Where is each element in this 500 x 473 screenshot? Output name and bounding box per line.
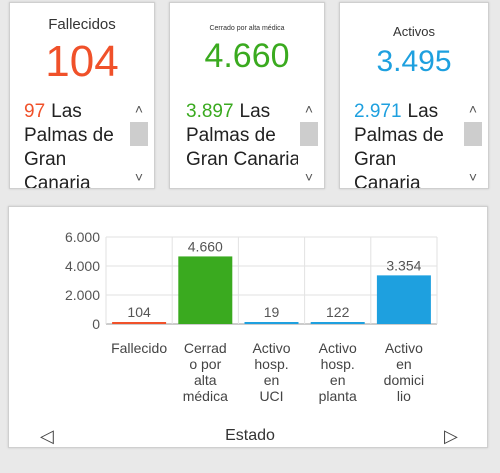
bar-chart: 0 2.000 4.000 6.000 104 Fallecido 4.660 Cerrado… <box>65 229 438 404</box>
chevron-down-icon[interactable]: ˅ <box>134 169 144 185</box>
card-value: 3.495 <box>376 45 452 78</box>
x-tick-label: en <box>264 372 280 388</box>
list-scrollbar[interactable]: ˄ ˅ <box>298 100 320 186</box>
bar[interactable] <box>376 275 431 324</box>
y-tick-label: 6.000 <box>65 229 100 245</box>
x-tick-label: alta <box>194 372 217 388</box>
x-tick-label: médica <box>183 388 228 404</box>
x-tick-label: o por <box>189 356 221 372</box>
x-tick-label: UCI <box>259 388 283 404</box>
chevron-down-icon[interactable]: ˅ <box>468 169 478 185</box>
x-tick-label: Cerrad <box>184 340 227 356</box>
card-value: 4.660 <box>204 37 290 75</box>
x-tick-label: Fallecido <box>111 340 167 356</box>
y-tick-label: 4.000 <box>65 258 100 274</box>
card-list[interactable]: 3.897 Las Palmas de Gran Canaria <box>186 100 304 188</box>
list-count: 3.897 <box>186 101 234 122</box>
card-activos: Activos 3.495 2.971 Las Palmas de Gran Ca… <box>339 2 489 189</box>
card-title: Fallecidos <box>48 16 116 33</box>
x-tick-label: hosp. <box>321 356 355 372</box>
scrollbar-thumb[interactable] <box>464 122 482 146</box>
card-title: Activos <box>393 24 435 39</box>
bar-value-label: 3.354 <box>386 257 421 273</box>
y-tick-label: 2.000 <box>65 287 100 303</box>
bar-value-label: 19 <box>264 304 280 320</box>
chevron-up-icon[interactable]: ˄ <box>134 101 144 117</box>
x-axis-title: Estado <box>225 427 275 444</box>
bar[interactable] <box>244 322 299 324</box>
list-label: Las Palmas de Gran Canaria <box>186 101 301 170</box>
card-title: Cerrado por alta médica <box>209 25 285 32</box>
list-scrollbar[interactable]: ˄ ˅ <box>462 100 484 186</box>
x-tick-label: planta <box>319 388 357 404</box>
x-tick-label: Activo <box>319 340 357 356</box>
scrollbar-thumb[interactable] <box>300 122 318 146</box>
chevron-down-icon[interactable]: ˅ <box>304 169 314 185</box>
card-fallecidos: Fallecidos 104 97 Las Palmas de Gran Cana… <box>9 2 155 189</box>
list-count: 97 <box>24 101 46 122</box>
x-tick-label: domici <box>384 372 424 388</box>
x-tick-label: Activo <box>385 340 423 356</box>
list-label: Las Palmas de Gran Canaria <box>24 101 114 188</box>
scrollbar-thumb[interactable] <box>130 122 148 146</box>
card-cerrado: Cerrado por alta médica 4.660 3.897 Las P… <box>169 2 325 189</box>
bar-value-label: 4.660 <box>188 238 223 254</box>
chevron-up-icon[interactable]: ˄ <box>468 101 478 117</box>
bar-value-label: 122 <box>326 304 350 320</box>
list-count: 2.971 <box>354 101 402 122</box>
triangle-left-icon[interactable]: ◁ <box>40 426 54 446</box>
bar-value-label: 104 <box>127 304 151 320</box>
x-tick-label: Activo <box>252 340 290 356</box>
card-list[interactable]: 97 Las Palmas de Gran Canaria <box>24 100 136 188</box>
bar[interactable] <box>178 256 233 324</box>
x-tick-label: hosp. <box>254 356 288 372</box>
bar[interactable] <box>112 322 167 324</box>
card-value: 104 <box>45 37 119 86</box>
triangle-right-icon[interactable]: ▷ <box>444 426 458 446</box>
card-list[interactable]: 2.971 Las Palmas de Gran Canaria <box>354 100 466 188</box>
x-tick-label: en <box>330 372 346 388</box>
chart-card: 0 2.000 4.000 6.000 104 Fallecido 4.660 Cerrad o… <box>8 206 488 448</box>
chevron-up-icon[interactable]: ˄ <box>304 101 314 117</box>
x-tick-label: en <box>396 356 412 372</box>
list-label: Las Palmas de Gran Canaria <box>354 101 444 188</box>
y-tick-label: 0 <box>92 316 100 332</box>
x-tick-label: lio <box>397 388 411 404</box>
list-scrollbar[interactable]: ˄ ˅ <box>128 100 150 186</box>
bar[interactable] <box>310 322 365 324</box>
